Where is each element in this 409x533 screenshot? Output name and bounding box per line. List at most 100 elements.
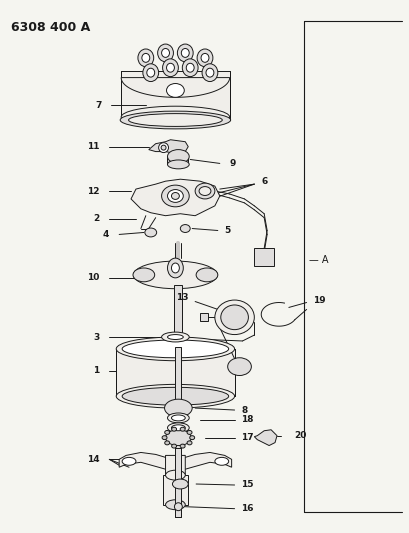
Ellipse shape [187,431,191,434]
Ellipse shape [195,183,214,199]
Ellipse shape [174,503,182,511]
Text: 3: 3 [93,333,99,342]
Ellipse shape [158,143,168,152]
Ellipse shape [167,190,183,203]
Bar [176,347,180,352]
Ellipse shape [205,68,213,77]
Ellipse shape [172,479,188,489]
Ellipse shape [116,337,234,361]
Ellipse shape [220,305,248,329]
Ellipse shape [133,261,217,289]
Ellipse shape [164,431,169,434]
Text: — A: — A [308,255,327,265]
Ellipse shape [171,263,179,273]
Ellipse shape [128,114,222,126]
Text: 8: 8 [241,406,247,415]
Ellipse shape [227,358,251,376]
Polygon shape [254,430,276,446]
Ellipse shape [180,427,184,431]
Ellipse shape [180,444,184,448]
Ellipse shape [167,150,189,164]
Ellipse shape [164,441,169,445]
Text: 19: 19 [313,296,325,305]
Ellipse shape [161,185,189,207]
Text: 13: 13 [175,293,188,302]
Bar [166,157,188,164]
Text: 20: 20 [293,431,306,440]
Ellipse shape [167,423,189,433]
Ellipse shape [177,44,193,62]
Ellipse shape [157,44,173,62]
Bar [116,349,234,396]
Ellipse shape [165,430,191,446]
Bar [175,406,181,448]
Polygon shape [165,455,185,497]
Text: 9: 9 [229,159,236,168]
Ellipse shape [146,68,154,77]
Text: 10: 10 [87,273,99,282]
Ellipse shape [166,63,174,72]
Ellipse shape [197,49,212,67]
Text: 11: 11 [87,142,99,151]
Ellipse shape [171,192,179,199]
Text: 6308 400 A: 6308 400 A [11,21,90,34]
Ellipse shape [116,384,234,408]
Ellipse shape [189,435,194,440]
Ellipse shape [171,427,176,431]
Ellipse shape [167,258,183,278]
Text: 16: 16 [241,504,254,513]
Bar [175,448,181,516]
Ellipse shape [214,457,228,465]
Ellipse shape [162,59,178,77]
Bar [200,313,207,321]
Polygon shape [131,179,219,216]
Ellipse shape [121,106,229,128]
Ellipse shape [182,59,198,77]
Ellipse shape [186,63,194,72]
Bar [121,71,229,120]
Text: 4: 4 [103,230,109,239]
Ellipse shape [144,228,156,237]
Ellipse shape [199,187,210,196]
Ellipse shape [171,444,176,448]
Text: 17: 17 [241,433,254,442]
Polygon shape [121,78,229,98]
Ellipse shape [133,268,154,282]
Ellipse shape [214,300,254,335]
Ellipse shape [181,49,189,58]
Ellipse shape [202,64,217,82]
Polygon shape [119,453,172,469]
Ellipse shape [167,335,183,340]
Ellipse shape [122,457,136,465]
Ellipse shape [161,332,189,342]
Bar [162,475,188,505]
Ellipse shape [122,387,228,405]
Ellipse shape [196,268,217,282]
Bar [175,347,181,406]
Text: 14: 14 [87,455,99,464]
Ellipse shape [165,500,185,510]
Polygon shape [178,453,231,469]
Ellipse shape [162,435,166,440]
Text: 6: 6 [261,176,267,185]
Ellipse shape [161,49,169,58]
Ellipse shape [167,160,189,169]
Polygon shape [148,140,188,154]
Ellipse shape [166,84,184,98]
Bar [254,248,273,266]
Ellipse shape [171,425,185,431]
Text: 15: 15 [241,480,254,489]
Ellipse shape [200,53,209,62]
Ellipse shape [122,340,228,358]
Text: 1: 1 [93,366,99,375]
Ellipse shape [120,111,230,129]
Ellipse shape [142,64,158,82]
Ellipse shape [180,224,190,232]
Ellipse shape [167,413,189,423]
Text: 18: 18 [241,415,254,424]
Text: 2: 2 [93,214,99,223]
Ellipse shape [142,53,149,62]
Ellipse shape [164,399,192,417]
Ellipse shape [187,441,191,445]
Bar [174,285,182,339]
